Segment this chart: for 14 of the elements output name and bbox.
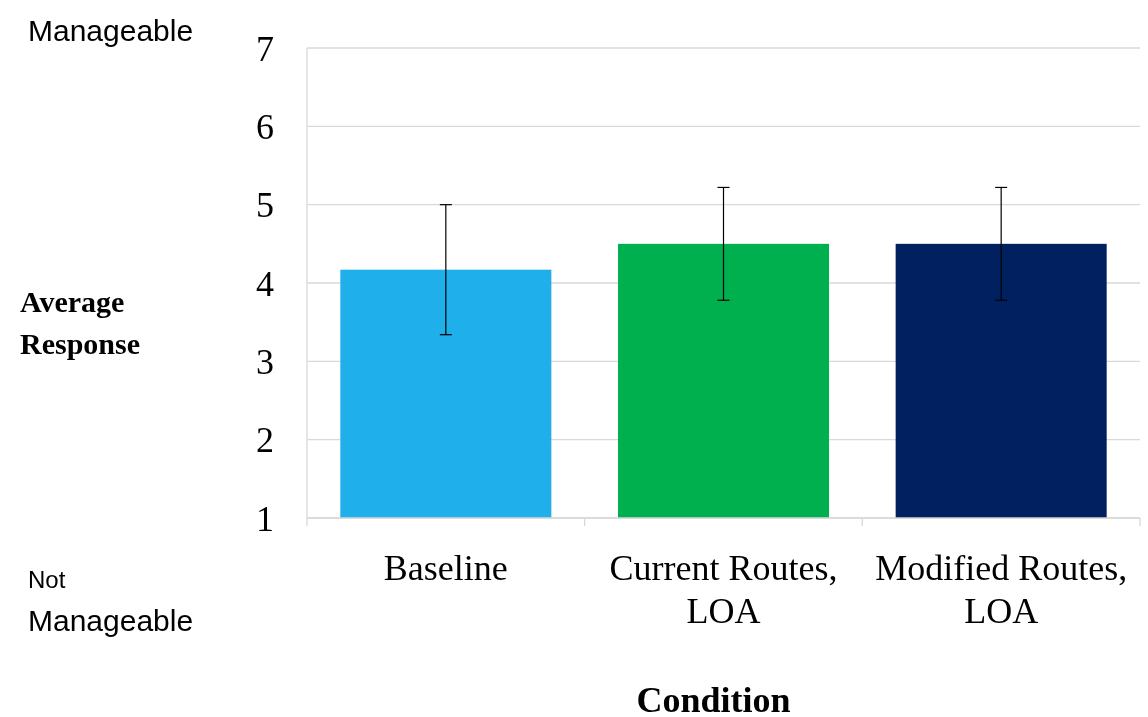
y-tick-label: 3 — [256, 341, 274, 382]
y-tick-label: 6 — [256, 106, 274, 147]
x-tick-label: Modified Routes, LOA — [875, 548, 1128, 631]
x-tick-label: Baseline — [383, 548, 508, 588]
text: Not Manageable — [28, 566, 194, 637]
y-tick-label: 1 — [256, 498, 274, 539]
y-tick-label: 7 — [256, 28, 274, 69]
y-axis-title: Average Response — [20, 285, 141, 360]
y-tick-label: 4 — [256, 263, 274, 304]
y-tick-label: 2 — [256, 420, 274, 461]
text: Manageable — [28, 14, 194, 47]
x-tick-label: Current Routes, LOA — [609, 548, 838, 631]
y-tick-label: 5 — [256, 185, 274, 226]
x-axis-title: Condition — [636, 680, 791, 717]
